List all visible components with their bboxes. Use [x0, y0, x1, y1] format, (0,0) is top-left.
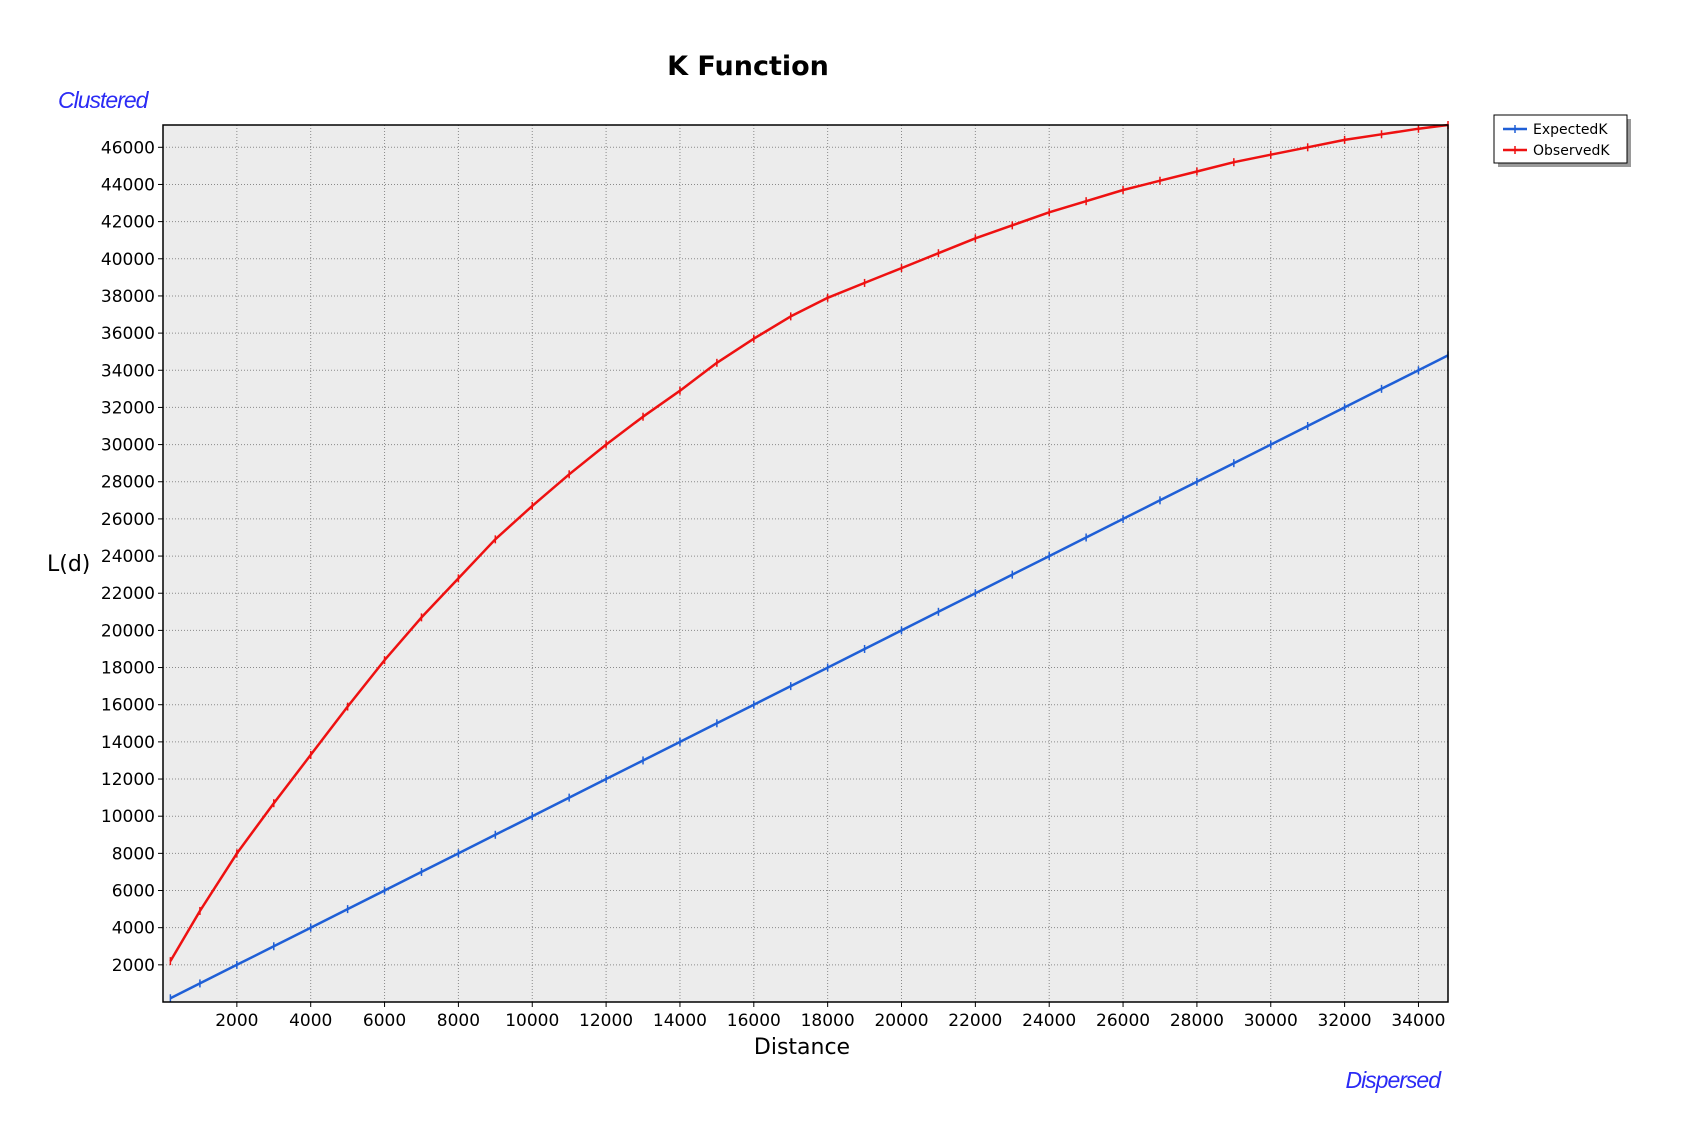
x-tick-label: 24000 — [1022, 1011, 1076, 1031]
legend-label-observedk: ObservedK — [1533, 143, 1610, 159]
x-tick-label: 2000 — [215, 1011, 258, 1031]
x-tick-label: 16000 — [727, 1011, 781, 1031]
y-tick-label: 28000 — [101, 473, 155, 493]
y-tick-label: 42000 — [101, 213, 155, 233]
y-tick-label: 16000 — [101, 696, 155, 716]
x-tick-label: 28000 — [1170, 1011, 1224, 1031]
x-tick-label: 6000 — [363, 1011, 406, 1031]
legend-box — [1493, 114, 1628, 164]
y-tick-label: 22000 — [101, 584, 155, 604]
y-tick-label: 40000 — [101, 250, 155, 270]
x-tick-label: 30000 — [1244, 1011, 1298, 1031]
x-tick-label: 8000 — [437, 1011, 480, 1031]
series-line-expectedk — [169, 354, 1449, 1000]
plot-area — [163, 125, 1448, 1002]
x-tick-label: 22000 — [948, 1011, 1002, 1031]
ticks: 2000 4000 6000 8000 10000 12000 14000 16000 1800… — [101, 138, 1446, 1031]
y-tick-label: 2000 — [112, 956, 155, 976]
series-layer — [169, 121, 1449, 1003]
y-tick-label: 26000 — [101, 510, 155, 530]
y-tick-label: 4000 — [112, 919, 155, 939]
x-tick-label: 26000 — [1096, 1011, 1150, 1031]
y-tick-label: 38000 — [101, 287, 155, 307]
x-tick-label: 12000 — [579, 1011, 633, 1031]
x-tick-label: 4000 — [289, 1011, 332, 1031]
x-tick-label: 10000 — [505, 1011, 559, 1031]
legend: ExpectedK ObservedK — [1493, 114, 1631, 167]
chart-title: K Function — [667, 51, 829, 82]
series-line-observedk — [169, 123, 1449, 962]
y-tick-label: 8000 — [112, 844, 155, 864]
y-tick-label: 32000 — [101, 398, 155, 418]
y-tick-label: 24000 — [101, 547, 155, 567]
dispersed-label: Dispersed — [1345, 1067, 1442, 1093]
x-tick-label: 14000 — [653, 1011, 707, 1031]
y-axis-title: L(d) — [47, 552, 90, 577]
x-tick-label: 20000 — [874, 1011, 928, 1031]
y-tick-label: 34000 — [101, 361, 155, 381]
y-tick-label: 36000 — [101, 324, 155, 344]
x-tick-label: 18000 — [801, 1011, 855, 1031]
legend-label-expectedk: ExpectedK — [1533, 122, 1608, 138]
y-tick-label: 20000 — [101, 621, 155, 641]
y-tick-label: 14000 — [101, 733, 155, 753]
x-axis-title: Distance — [754, 1035, 850, 1060]
y-tick-label: 18000 — [101, 659, 155, 679]
y-tick-label: 46000 — [101, 138, 155, 158]
clustered-label: Clustered — [58, 87, 150, 113]
grid — [163, 125, 1448, 1002]
y-tick-label: 12000 — [101, 770, 155, 790]
x-tick-label: 32000 — [1318, 1011, 1372, 1031]
y-tick-label: 30000 — [101, 436, 155, 456]
y-tick-label: 44000 — [101, 175, 155, 195]
y-tick-label: 10000 — [101, 807, 155, 827]
x-tick-label: 34000 — [1391, 1011, 1445, 1031]
plot-frame — [162, 124, 1449, 1003]
y-tick-label: 6000 — [112, 882, 155, 902]
